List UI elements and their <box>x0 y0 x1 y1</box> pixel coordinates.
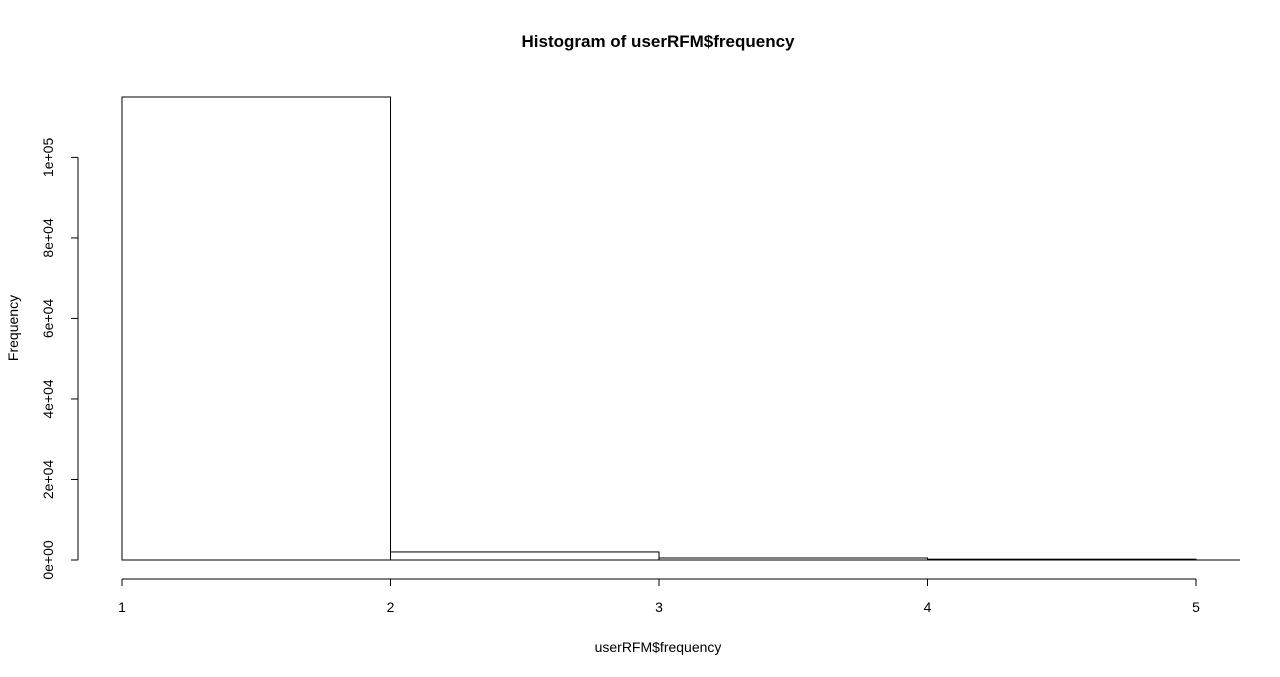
x-tick-label-4: 4 <box>924 599 932 615</box>
y-tick-label-5: 1e+05 <box>40 138 56 178</box>
x-axis-label: userRFM$frequency <box>595 639 722 655</box>
histogram-bar-1 <box>121 96 391 561</box>
x-tick-label-3: 3 <box>655 599 663 615</box>
x-tick-label-2: 2 <box>387 599 395 615</box>
x-tick-label-5: 5 <box>1192 599 1200 615</box>
y-axis-label: Frequency <box>5 295 21 361</box>
x-axis: 1 2 3 4 5 <box>118 578 1200 615</box>
y-tick-label-0: 0e+00 <box>40 540 56 580</box>
y-tick-label-3: 6e+04 <box>40 299 56 339</box>
y-axis: 0e+00 2e+04 4e+04 6e+04 8e+04 1e+05 <box>40 138 79 580</box>
chart-title: Histogram of userRFM$frequency <box>522 32 796 51</box>
bars-group <box>121 96 1197 561</box>
histogram-bar-2 <box>390 551 660 561</box>
y-tick-label-1: 2e+04 <box>40 460 56 500</box>
y-tick-label-2: 4e+04 <box>40 379 56 419</box>
y-tick-label-4: 8e+04 <box>40 218 56 258</box>
x-tick-label-1: 1 <box>118 599 126 615</box>
